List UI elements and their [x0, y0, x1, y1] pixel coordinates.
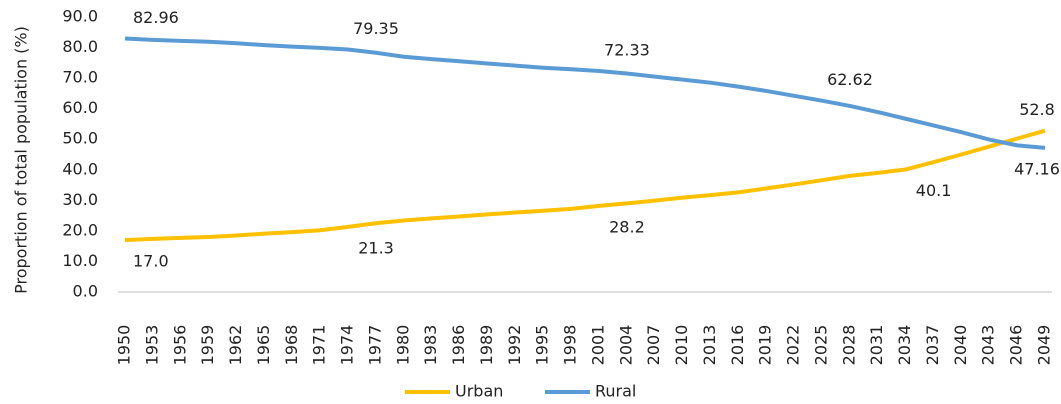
data-label: 82.96	[133, 8, 179, 27]
y-tick-label: 60.0	[62, 98, 98, 117]
legend-label: Rural	[595, 382, 636, 401]
x-tick-label: 2025	[811, 325, 830, 366]
data-label: 17.0	[133, 252, 169, 271]
y-tick-label: 30.0	[62, 190, 98, 209]
data-label: 79.35	[353, 19, 399, 38]
x-tick-label: 1989	[477, 325, 496, 366]
x-tick-label: 2049	[1035, 325, 1054, 366]
x-tick-label: 2034	[895, 325, 914, 366]
x-tick-label: 1977	[365, 325, 384, 366]
x-tick-label: 2013	[700, 325, 719, 366]
x-tick-label: 1965	[254, 325, 273, 366]
y-tick-label: 70.0	[62, 68, 98, 87]
x-tick-label: 1983	[421, 325, 440, 366]
x-tick-label: 1953	[142, 325, 161, 366]
x-tick-label: 1956	[170, 325, 189, 366]
y-tick-label: 0.0	[73, 282, 98, 301]
x-tick-label: 2004	[616, 325, 635, 366]
x-tick-label: 1971	[310, 325, 329, 366]
data-label: 52.8	[1019, 100, 1055, 119]
legend-label: Urban	[455, 382, 503, 401]
x-tick-label: 1974	[338, 325, 357, 366]
y-tick-label: 50.0	[62, 129, 98, 148]
y-tick-label: 20.0	[62, 220, 98, 239]
x-tick-label: 1995	[533, 325, 552, 366]
y-axis-label: Proportion of total population (%)	[12, 26, 31, 294]
x-tick-label: 2010	[672, 325, 691, 366]
y-tick-label: 10.0	[62, 251, 98, 270]
x-tick-label: 1959	[198, 325, 217, 366]
y-tick-label: 40.0	[62, 159, 98, 178]
y-tick-label: 90.0	[62, 7, 98, 26]
x-tick-label: 1998	[561, 325, 580, 366]
x-tick-label: 2028	[839, 325, 858, 366]
data-label: 28.2	[609, 217, 645, 236]
x-tick-label: 2001	[588, 325, 607, 366]
x-tick-label: 2007	[644, 325, 663, 366]
data-label: 47.16	[1014, 159, 1060, 178]
x-tick-label: 2022	[784, 325, 803, 366]
data-label: 40.1	[916, 181, 952, 200]
x-tick-label: 1992	[505, 325, 524, 366]
series-line	[124, 36, 1046, 150]
x-tick-label: 1986	[449, 325, 468, 366]
data-label: 72.33	[604, 40, 650, 59]
x-tick-label: 2043	[979, 325, 998, 366]
series-line	[124, 128, 1046, 243]
x-tick-label: 2040	[951, 325, 970, 366]
x-tick-label: 2031	[867, 325, 886, 366]
x-tick-label: 1962	[226, 325, 245, 366]
x-tick-label: 2037	[923, 325, 942, 366]
data-label: 21.3	[358, 238, 394, 257]
x-tick-label: 1968	[282, 325, 301, 366]
x-tick-label: 1950	[115, 325, 134, 366]
x-tick-label: 2016	[728, 325, 747, 366]
x-tick-label: 2046	[1007, 325, 1026, 366]
x-tick-label: 1980	[393, 325, 412, 366]
x-tick-label: 2019	[756, 325, 775, 366]
y-tick-label: 80.0	[62, 37, 98, 56]
data-label: 62.62	[827, 70, 873, 89]
